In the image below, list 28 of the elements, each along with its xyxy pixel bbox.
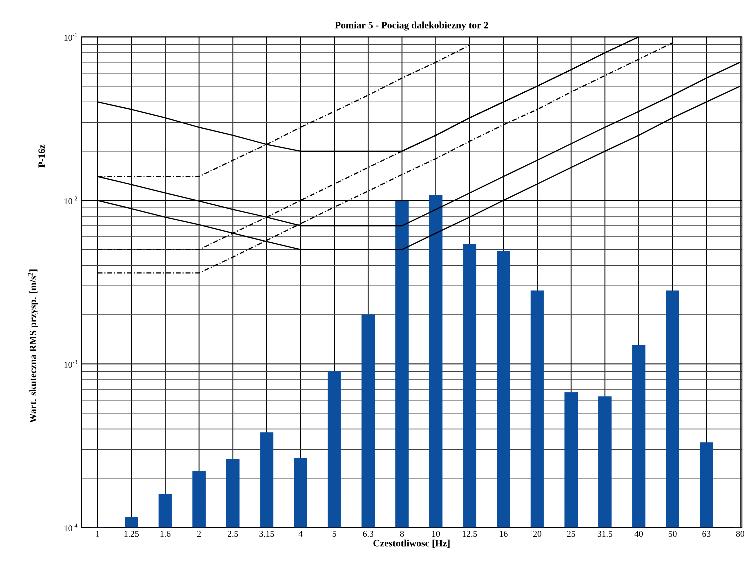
x-tick-label: 8 [400, 531, 404, 538]
x-tick-label: 80 [736, 531, 745, 538]
x-tick-label: 5 [332, 531, 336, 538]
x-tick-label: 1.25 [124, 531, 140, 538]
x-tick-label: 2.5 [228, 531, 238, 538]
x-tick-label: 25 [567, 531, 576, 538]
x-tick-label: 20 [534, 531, 542, 538]
chart-title: Pomiar 5 - Pociag dalekobiezny tor 2 [335, 22, 488, 31]
y-tick-label: 10$^{-2}$ [64, 196, 78, 205]
y-axis-title: Wart. skuteczna RMS przysp. [m/s$^{2}$] [28, 270, 39, 424]
x-tick-label: 63 [702, 531, 711, 538]
y-tick-label: 10$^{-1}$ [64, 33, 78, 42]
x-tick-label: 2 [197, 531, 202, 538]
x-tick-label: 12.5 [462, 531, 478, 538]
x-tick-label: 16 [500, 531, 508, 538]
x-tick-label: 6.3 [363, 531, 374, 538]
y-tick-label: 10$^{-3}$ [64, 360, 78, 368]
y-tick-label: 10$^{-4}$ [64, 524, 78, 532]
text: P-16z [38, 144, 46, 168]
x-tick-label: 3.15 [260, 531, 274, 538]
x-tick-label: 4 [298, 531, 303, 537]
x-tick-label: 31.5 [598, 531, 613, 538]
x-tick-label: 10 [432, 531, 440, 538]
x-axis-title: Czestotliwosc [Hz] [374, 540, 450, 548]
x-tick-label: 40 [634, 531, 644, 538]
x-tick-label: 1.6 [160, 531, 171, 538]
x-tick-label: 50 [668, 531, 677, 538]
x-tick-label: 1 [96, 531, 100, 538]
